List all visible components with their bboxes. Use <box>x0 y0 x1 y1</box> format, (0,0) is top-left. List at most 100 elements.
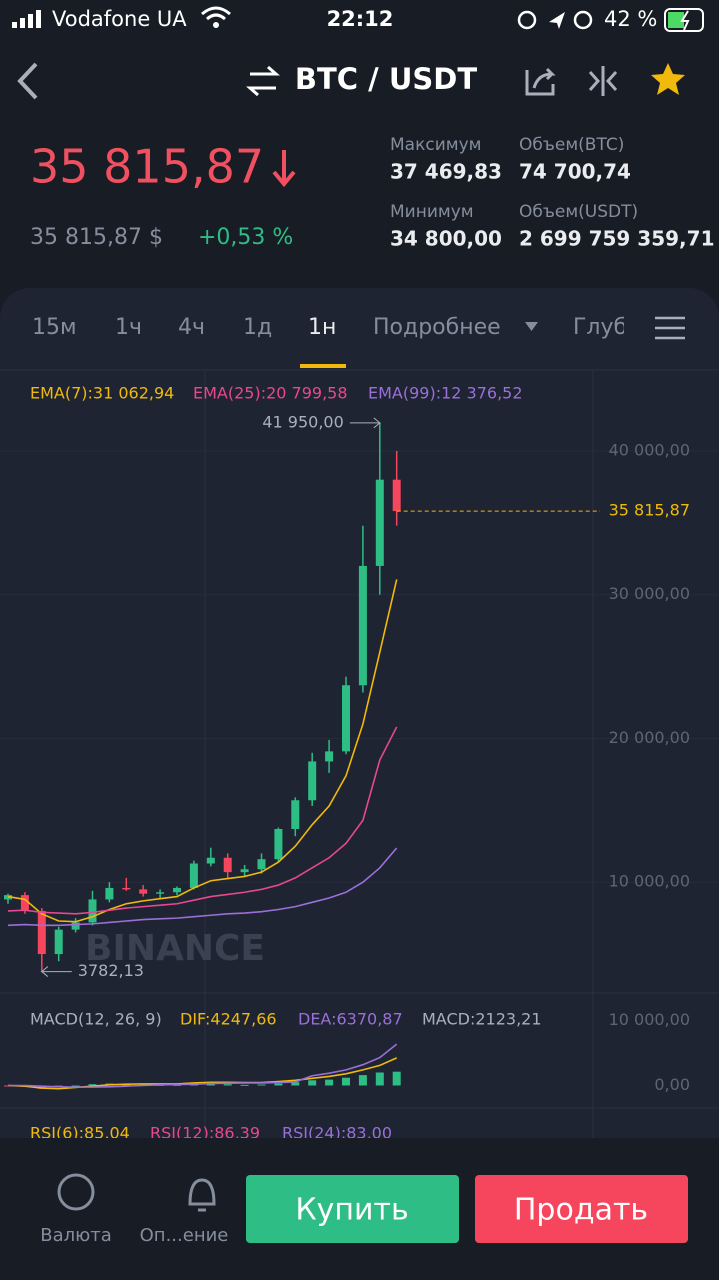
charge-icon <box>680 10 690 31</box>
macd-bar <box>257 1084 266 1086</box>
macd-bar <box>173 1084 181 1086</box>
clock: 22:12 <box>327 7 394 31</box>
change: +0,53 % <box>198 225 293 250</box>
tab[interactable]: 1д <box>243 315 272 340</box>
macd-bar <box>375 1072 384 1086</box>
label: Максимум <box>390 135 481 155</box>
candle-body <box>37 910 46 955</box>
macd-bar <box>88 1084 97 1086</box>
label: MACD:2123,21 <box>422 1010 542 1029</box>
label: RSI(24):83,00 <box>282 1124 392 1143</box>
nav-label[interactable]: Валюта <box>40 1225 112 1246</box>
dropdown-caret <box>525 322 538 331</box>
lock-icon <box>517 10 537 30</box>
candle-body <box>20 895 29 911</box>
tab[interactable]: 1н <box>308 315 336 340</box>
candle-body <box>274 829 283 860</box>
candle-body <box>122 887 131 890</box>
label: 74 700,74 <box>519 160 631 184</box>
tab[interactable]: Подробнее <box>373 315 501 340</box>
macd-bar <box>71 1085 80 1087</box>
candle-body <box>105 887 114 900</box>
candle-body <box>342 685 350 752</box>
candle-body <box>291 800 300 829</box>
label: 20 000,00 <box>609 728 690 747</box>
down-arrow <box>272 150 296 188</box>
label: 35 815,87 <box>609 501 690 520</box>
tab[interactable]: 4ч <box>178 315 205 340</box>
ema-line <box>7 579 398 923</box>
macd-bar <box>325 1079 334 1086</box>
low-pointer <box>40 966 72 977</box>
macd-bar <box>206 1083 215 1086</box>
candle-body <box>257 859 266 870</box>
label: 0,00 <box>654 1075 690 1094</box>
macd-bar <box>308 1080 317 1086</box>
alert-icon[interactable] <box>188 1178 216 1212</box>
label: EMA(7):31 062,94 <box>30 384 174 403</box>
sell-button[interactable] <box>475 1175 688 1243</box>
label: 37 469,83 <box>390 160 502 184</box>
tab[interactable]: Глуб <box>573 315 627 340</box>
label: DIF:4247,66 <box>180 1010 277 1029</box>
ema-line <box>7 847 398 927</box>
rsi-legend: RSI(6):85,04 RSI(12):86,39 RSI(24):83,00 <box>30 1124 392 1143</box>
candle-body <box>139 889 148 894</box>
tabs: 15м 1ч 4ч 1д 1н Подробнее Глуб <box>32 315 627 340</box>
tab[interactable]: 15м <box>32 315 77 340</box>
favorite-button[interactable] <box>651 63 685 95</box>
label: BINANCE <box>85 928 265 969</box>
tab[interactable]: 1ч <box>115 315 142 340</box>
candle-body <box>156 892 165 894</box>
location-icon <box>549 12 565 29</box>
candle-body <box>54 929 63 955</box>
battery-text: 42 % <box>604 7 657 31</box>
macd-bar <box>274 1083 283 1086</box>
signal-icon <box>12 10 41 28</box>
macd-bar <box>358 1075 367 1086</box>
sell-label[interactable]: Продать <box>514 1193 648 1228</box>
label: 10 000,00 <box>609 872 690 891</box>
candle-body <box>308 761 317 801</box>
high-pointer <box>349 417 382 429</box>
buy-label[interactable]: Купить <box>295 1193 408 1228</box>
buy-button[interactable] <box>246 1175 459 1243</box>
share-button[interactable] <box>525 67 556 96</box>
macd-bar <box>342 1077 350 1086</box>
macd-bar <box>37 1085 46 1089</box>
label: RSI(6):85,04 <box>30 1124 130 1143</box>
label: EMA(25):20 799,58 <box>193 384 348 403</box>
usd-price: 35 815,87 $ <box>30 225 163 250</box>
candle-body <box>358 565 367 686</box>
candle-body <box>325 751 334 762</box>
label: 30 000,00 <box>609 584 690 603</box>
macd-bar <box>240 1084 249 1086</box>
candle-body <box>206 857 215 864</box>
ema-line <box>7 726 398 915</box>
active-tab-underline <box>300 364 346 368</box>
label: EMA(99):12 376,52 <box>368 384 523 403</box>
last-price: 35 815,87 <box>30 140 264 194</box>
carrier: Vodafone UA <box>52 7 187 31</box>
nav-label[interactable]: Оп...ение <box>140 1225 229 1246</box>
macd-bar <box>291 1082 300 1086</box>
compare-button[interactable] <box>588 66 618 96</box>
label: MACD(12, 26, 9) <box>30 1010 162 1029</box>
label: RSI(12):86,39 <box>150 1124 260 1143</box>
wifi-dot <box>213 22 219 28</box>
panel-body <box>0 320 719 1138</box>
candle-body <box>88 899 97 923</box>
swap-icon[interactable] <box>246 65 280 97</box>
label: 34 800,00 <box>390 227 502 251</box>
settings-icon[interactable] <box>655 316 685 340</box>
label: 41 950,00 <box>262 412 343 431</box>
candle-body <box>392 479 401 512</box>
macd-bar <box>392 1071 401 1086</box>
battery-level <box>668 12 684 28</box>
wifi-icon <box>201 6 231 21</box>
back-button[interactable] <box>17 62 38 100</box>
currency-icon[interactable] <box>57 1173 95 1211</box>
candle-body <box>375 479 384 566</box>
pair-title: BTC / USDT <box>295 62 477 96</box>
